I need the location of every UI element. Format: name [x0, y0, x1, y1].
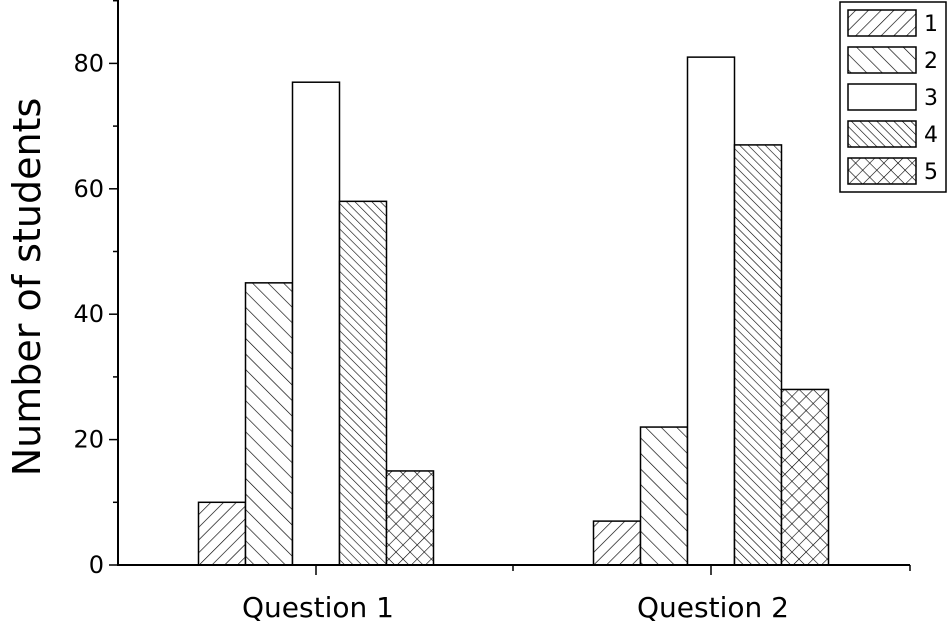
- x-category-label: Question 2: [637, 591, 789, 624]
- y-tick-label: 80: [73, 49, 104, 77]
- legend-label-5: 5: [924, 160, 938, 185]
- bar-series-2-question-1: [244, 282, 294, 566]
- bar-series-5-question-1: [385, 470, 435, 566]
- bar-series-4-question-2: [733, 144, 783, 566]
- legend-swatch-1: [847, 9, 917, 37]
- bar-series-5-question-2: [780, 388, 830, 566]
- legend-label-3: 3: [924, 86, 938, 111]
- y-tick-label: 60: [73, 175, 104, 203]
- legend-label-1: 1: [924, 12, 938, 37]
- legend-label-4: 4: [924, 123, 938, 148]
- bar-series-3-question-1: [291, 81, 341, 566]
- bar-series-2-question-2: [639, 426, 689, 566]
- legend-label-2: 2: [924, 49, 938, 74]
- y-tick-label: 0: [89, 551, 104, 579]
- legend: 1 2 3 4 5: [839, 1, 947, 193]
- bar-series-4-question-1: [338, 200, 388, 566]
- legend-swatch-4: [847, 120, 917, 148]
- x-ticks-group: Question 1 Question 2: [242, 565, 911, 624]
- x-category-label: Question 1: [242, 591, 394, 624]
- legend-swatch-2: [847, 46, 917, 74]
- y-tick-label: 20: [73, 426, 104, 454]
- y-ticks-group: 0 20 40 60 80: [73, 0, 118, 579]
- bars-group: [197, 56, 830, 566]
- bar-series-1-question-2: [592, 520, 642, 566]
- legend-swatch-5: [847, 157, 917, 185]
- legend-swatch-3: [847, 83, 917, 111]
- y-tick-label: 40: [73, 300, 104, 328]
- bar-series-3-question-2: [686, 56, 736, 566]
- bar-series-1-question-1: [197, 501, 247, 566]
- y-axis-title: Number of students: [5, 98, 49, 477]
